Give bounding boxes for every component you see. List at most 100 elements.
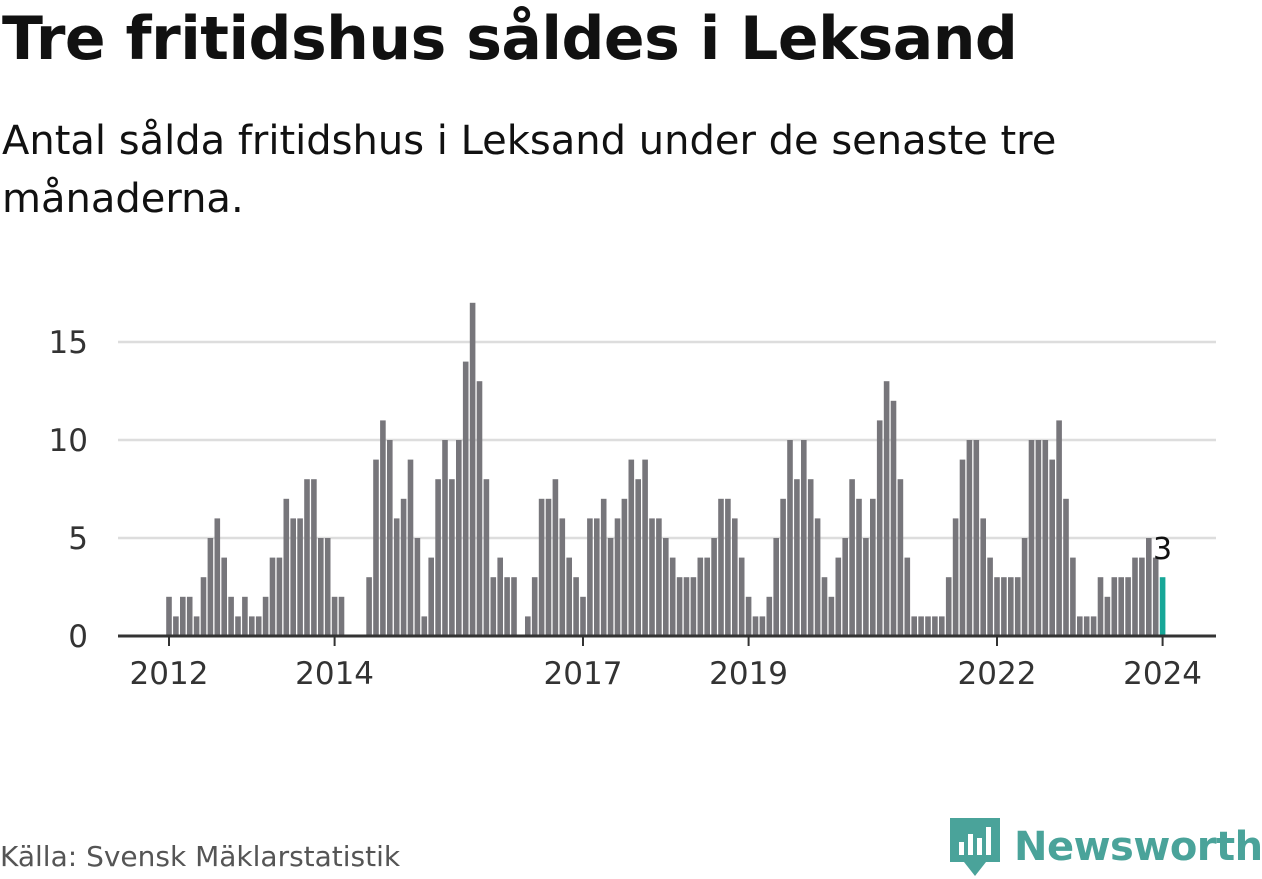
bar bbox=[483, 479, 490, 636]
bar bbox=[504, 577, 510, 636]
bar bbox=[1111, 577, 1118, 636]
bar bbox=[773, 538, 779, 636]
bar bbox=[959, 459, 966, 636]
bar bbox=[594, 518, 600, 636]
bar bbox=[980, 518, 986, 636]
bar bbox=[380, 420, 386, 636]
bar bbox=[842, 538, 848, 636]
bar bbox=[435, 479, 441, 636]
bar bbox=[1056, 420, 1062, 636]
bar bbox=[531, 577, 538, 636]
bar bbox=[787, 440, 793, 636]
y-tick-label-15: 15 bbox=[49, 325, 88, 361]
x-tick-label-2019: 2019 bbox=[709, 656, 788, 692]
bar bbox=[669, 557, 676, 636]
bar bbox=[462, 361, 469, 636]
bar-chart: 0 5 10 15 2012 2014 2017 2019 2022 2024 3 bbox=[49, 302, 1216, 692]
bar bbox=[421, 616, 428, 636]
bar bbox=[870, 498, 876, 636]
bar bbox=[711, 538, 717, 636]
bar bbox=[849, 479, 855, 636]
bar bbox=[587, 518, 593, 636]
bar bbox=[449, 479, 455, 636]
bar bbox=[538, 498, 545, 636]
bar bbox=[621, 498, 628, 636]
bar bbox=[186, 596, 193, 636]
bar bbox=[580, 596, 586, 636]
bar bbox=[1139, 557, 1145, 636]
bar bbox=[704, 557, 710, 636]
bar bbox=[221, 557, 227, 636]
data-label-latest: 3 bbox=[1153, 532, 1172, 567]
bar bbox=[821, 577, 828, 636]
bar bbox=[366, 577, 372, 636]
bar bbox=[890, 400, 897, 636]
bar bbox=[193, 616, 200, 636]
bar bbox=[814, 518, 821, 636]
bar bbox=[766, 596, 773, 636]
bar bbox=[738, 557, 745, 636]
bar bbox=[545, 498, 552, 636]
bar bbox=[573, 577, 579, 636]
bar bbox=[1001, 577, 1007, 636]
bar bbox=[1152, 557, 1159, 636]
bar bbox=[255, 616, 262, 636]
bar bbox=[290, 518, 296, 636]
bar bbox=[200, 577, 207, 636]
bar bbox=[656, 518, 662, 636]
y-tick-label-5: 5 bbox=[68, 521, 88, 557]
brand-logo[interactable]: Newsworthy bbox=[950, 818, 1262, 876]
bar bbox=[649, 518, 655, 636]
bar bbox=[897, 479, 904, 636]
bar bbox=[1146, 538, 1152, 636]
x-tick-label-2022: 2022 bbox=[958, 656, 1037, 692]
bar bbox=[318, 538, 324, 636]
bar bbox=[883, 381, 890, 636]
bar bbox=[180, 596, 186, 636]
bar bbox=[469, 302, 476, 636]
bar bbox=[338, 596, 345, 636]
bar bbox=[966, 440, 973, 636]
bar bbox=[663, 538, 669, 636]
bar bbox=[911, 616, 917, 636]
bar bbox=[725, 498, 731, 636]
bar bbox=[442, 440, 448, 636]
bar bbox=[932, 616, 938, 636]
bar bbox=[676, 577, 683, 636]
bar bbox=[1063, 498, 1069, 636]
bar bbox=[476, 381, 483, 636]
bar bbox=[166, 596, 172, 636]
bar bbox=[525, 616, 531, 636]
bar bbox=[304, 479, 310, 636]
bar bbox=[697, 557, 704, 636]
bar bbox=[1077, 616, 1083, 636]
bar bbox=[414, 538, 421, 636]
bar bbox=[249, 616, 255, 636]
bar bbox=[1125, 577, 1131, 636]
bar bbox=[718, 498, 724, 636]
bar bbox=[794, 479, 800, 636]
bar bbox=[393, 518, 400, 636]
newsworthy-logo-icon bbox=[950, 818, 1000, 876]
bar bbox=[173, 616, 179, 636]
bar bbox=[552, 479, 559, 636]
bar bbox=[497, 557, 503, 636]
bar bbox=[600, 498, 607, 636]
bar bbox=[269, 557, 276, 636]
bar bbox=[987, 557, 993, 636]
bar bbox=[607, 538, 614, 636]
bar bbox=[994, 577, 1000, 636]
brand-name: Newsworthy bbox=[1014, 824, 1262, 870]
bar bbox=[407, 459, 414, 636]
bar bbox=[732, 518, 738, 636]
bar bbox=[331, 596, 338, 636]
bar bbox=[311, 479, 317, 636]
bar bbox=[807, 479, 814, 636]
bar bbox=[283, 498, 290, 636]
bar bbox=[683, 577, 690, 636]
bar bbox=[235, 616, 241, 636]
bar bbox=[925, 616, 931, 636]
bar bbox=[297, 518, 303, 636]
bar bbox=[373, 459, 379, 636]
bar bbox=[759, 616, 766, 636]
